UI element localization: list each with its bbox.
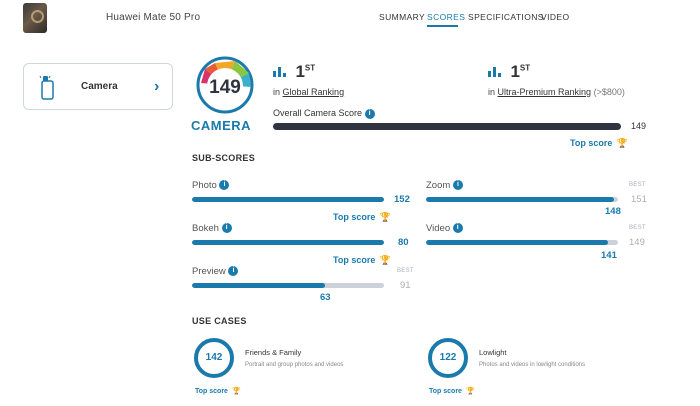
friends-family-top-score: Top score 🏆 <box>195 388 242 395</box>
preview-best-label: BEST <box>397 268 414 274</box>
overall-score-bar <box>273 123 621 130</box>
global-ranking-line: in Global Ranking <box>273 87 345 97</box>
video-best-value: 149 <box>629 237 645 248</box>
friends-family-score-ring: 142 <box>194 338 234 378</box>
segment-rank-suffix: ST <box>519 63 531 73</box>
photo-top-score: Top score 🏆 <box>333 212 392 222</box>
overall-top-score: Top score 🏆 <box>570 138 629 148</box>
camera-category-card[interactable]: Camera › <box>23 63 173 110</box>
video-bar <box>426 240 618 245</box>
info-icon[interactable]: i <box>228 266 239 277</box>
zoom-value: 148 <box>605 206 621 217</box>
camera-score-badge: 149 <box>193 55 257 120</box>
chevron-right-icon: › <box>154 78 160 95</box>
friends-family-desc: Portrait and group photos and videos <box>245 362 344 368</box>
ranking-bars-icon <box>273 67 286 77</box>
phone-name: Huawei Mate 50 Pro <box>106 12 201 23</box>
camera-card-label: Camera <box>81 81 118 92</box>
bokeh-label: Bokeh i <box>192 223 232 234</box>
phone-thumbnail <box>23 3 47 33</box>
usecases-title: USE CASES <box>192 316 247 326</box>
trophy-icon: 🏆 <box>616 138 629 148</box>
zoom-label: Zoom i <box>426 180 463 191</box>
trophy-icon: 🏆 <box>379 255 392 265</box>
global-ranking: 1ST <box>273 62 315 82</box>
trophy-icon: 🏆 <box>379 212 392 222</box>
segment-ranking-link[interactable]: Ultra-Premium Ranking <box>497 87 592 97</box>
trophy-icon: 🏆 <box>232 388 242 395</box>
tab-specifications[interactable]: SPECIFICATIONS <box>468 12 544 22</box>
tab-summary[interactable]: SUMMARY <box>379 12 426 22</box>
badge-category-word: CAMERA <box>191 118 252 133</box>
photo-value: 152 <box>394 194 410 205</box>
preview-best-value: 91 <box>400 280 411 291</box>
zoom-bar <box>426 197 618 202</box>
photo-label: Photo i <box>192 180 230 191</box>
lowlight-desc: Photos and videos in lowlight conditions <box>479 362 586 368</box>
preview-bar <box>192 283 384 288</box>
lowlight-top-score: Top score 🏆 <box>429 388 476 395</box>
segment-price-range: (>$800) <box>593 87 625 97</box>
preview-label: Preview i <box>192 266 239 277</box>
info-icon[interactable]: i <box>452 180 463 191</box>
global-rank: 1 <box>295 62 305 81</box>
bokeh-top-score: Top score 🏆 <box>333 255 392 265</box>
zoom-best-value: 151 <box>631 194 647 205</box>
bokeh-bar <box>192 240 384 245</box>
global-rank-suffix: ST <box>304 63 316 73</box>
info-icon[interactable]: i <box>452 223 463 234</box>
segment-ranking: 1ST <box>488 62 530 82</box>
friends-family-title: Friends & Family <box>245 348 302 357</box>
tab-video[interactable]: VIDEO <box>541 12 570 22</box>
overall-score-value: 149 <box>631 121 647 131</box>
info-icon[interactable]: i <box>219 180 230 191</box>
bokeh-value: 80 <box>398 237 409 248</box>
active-tab-indicator <box>427 25 458 27</box>
subscores-title: SUB-SCORES <box>192 153 256 163</box>
photo-bar <box>192 197 384 202</box>
ranking-bars-icon <box>488 67 501 77</box>
segment-rank: 1 <box>510 62 520 81</box>
info-icon[interactable]: i <box>221 223 232 234</box>
video-label: Video i <box>426 223 463 234</box>
lowlight-title: Lowlight <box>479 348 507 357</box>
segment-ranking-line: in Ultra-Premium Ranking (>$800) <box>488 87 625 97</box>
phone-camera-icon <box>39 75 55 106</box>
video-value: 141 <box>601 250 617 261</box>
badge-score: 149 <box>209 77 241 98</box>
global-ranking-link[interactable]: Global Ranking <box>282 87 345 97</box>
preview-value: 63 <box>320 292 331 303</box>
info-icon[interactable]: i <box>364 108 375 119</box>
video-best-label: BEST <box>629 225 646 231</box>
tab-scores[interactable]: SCORES <box>427 12 466 22</box>
lowlight-score-ring: 122 <box>428 338 468 378</box>
zoom-best-label: BEST <box>629 182 646 188</box>
trophy-icon: 🏆 <box>466 388 476 395</box>
overall-score-label: Overall Camera Score i <box>273 108 375 119</box>
